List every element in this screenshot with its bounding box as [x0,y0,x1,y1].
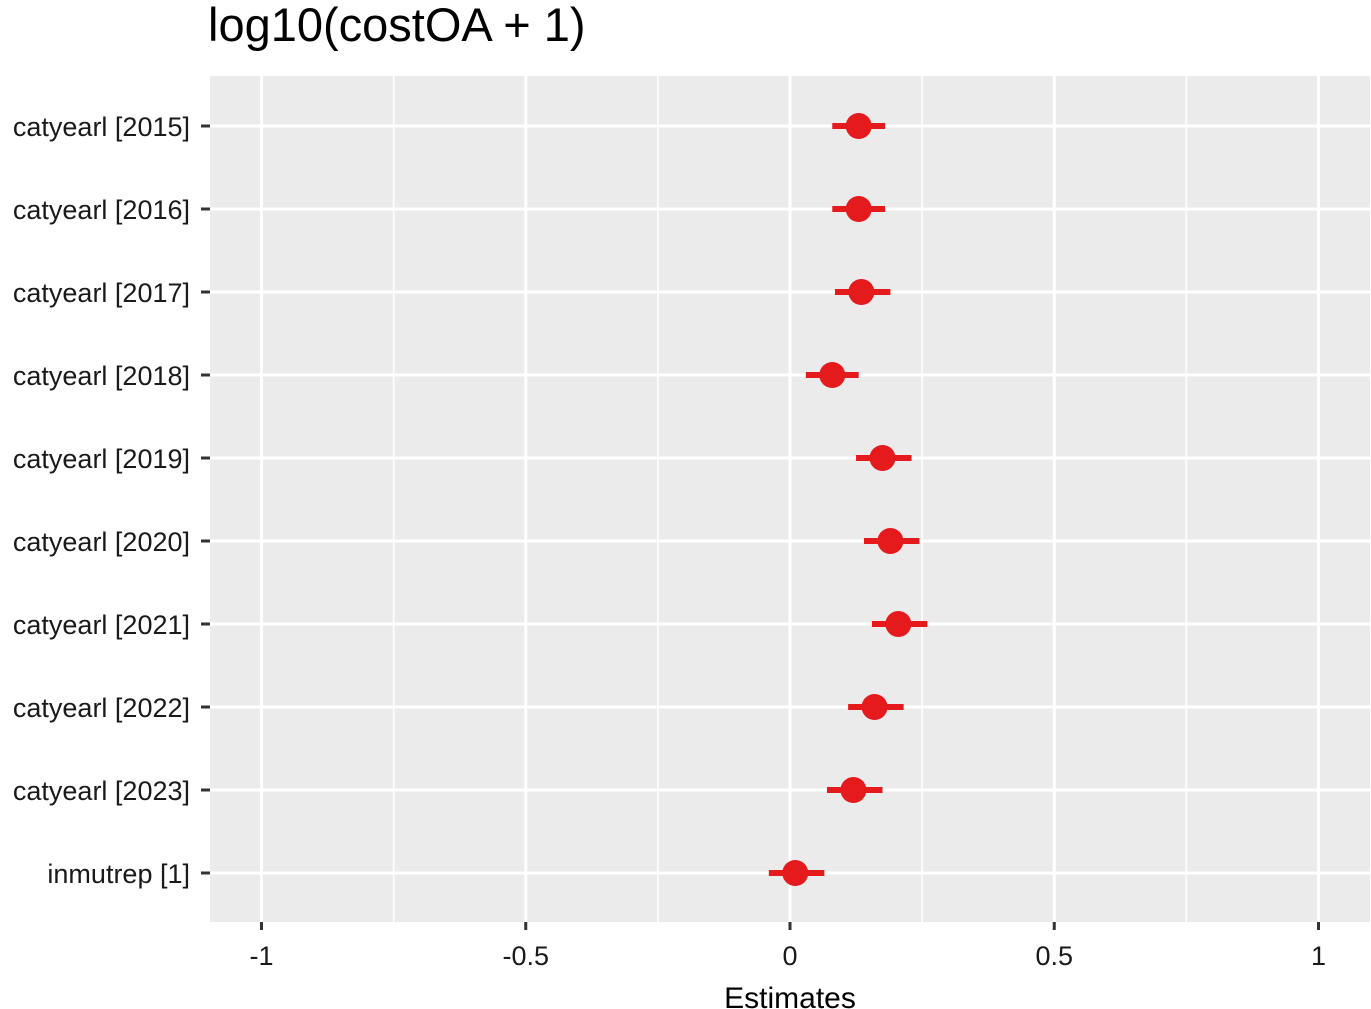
estimate-point [877,528,904,554]
x-tick-label: 0.5 [1035,941,1073,971]
estimate-point [840,777,867,803]
estimate-point [869,445,896,471]
y-tick-label: catyearl [2022] [13,693,190,723]
y-tick-label: catyearl [2015] [13,112,190,142]
x-axis: -1 -0.5 0 0.5 1 [249,922,1326,971]
estimate-point [819,362,846,388]
x-axis-title: Estimates [724,982,856,1009]
y-tick-label: catyearl [2016] [13,195,190,225]
y-tick-label: catyearl [2017] [13,278,190,308]
y-tick-label: catyearl [2020] [13,527,190,557]
major-gridlines-x [260,76,1320,922]
estimate-point [861,694,888,720]
x-tick-label: 0 [782,941,797,971]
estimate-point [845,196,872,222]
major-gridlines-y [210,124,1370,875]
x-tick-label: 1 [1311,941,1326,971]
estimate-marks [768,113,928,886]
estimate-point [845,113,872,139]
estimate-point [782,860,809,886]
x-tick-label: -1 [249,941,273,971]
chart-title: log10(costOA + 1) [208,0,586,51]
y-tick-label: catyearl [2019] [13,444,190,474]
y-tick-label: catyearl [2018] [13,361,190,391]
y-tick-label: catyearl [2023] [13,776,190,806]
estimate-point [885,611,912,637]
x-tick-label: -0.5 [502,941,549,971]
minor-gridlines [392,76,1188,922]
y-tick-label: catyearl [2021] [13,610,190,640]
estimate-point [848,279,875,305]
y-tick-label: inmutrep [1] [47,859,190,889]
y-axis: catyearl [2015] catyearl [2016] catyearl [… [13,112,210,889]
